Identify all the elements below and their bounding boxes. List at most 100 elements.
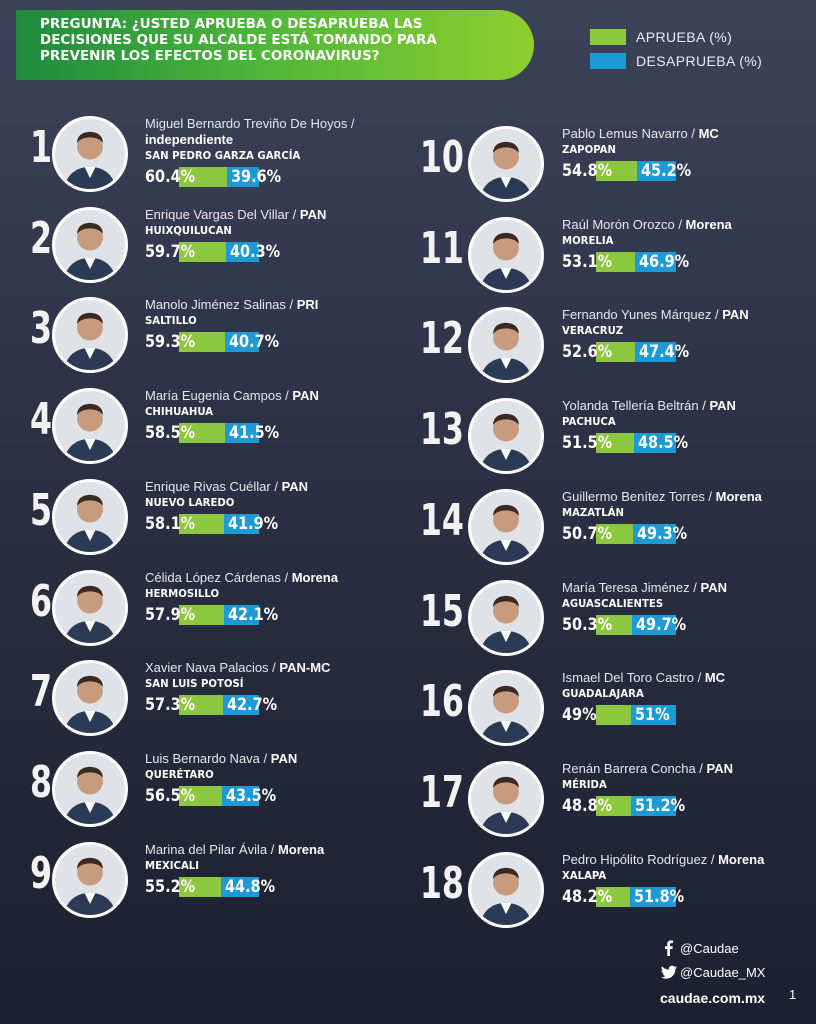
disapprove-value: 41.5% — [228, 423, 279, 444]
approval-bar: 54.8% 45.2% — [562, 161, 816, 183]
mayor-name-line: Luis Bernardo Nava / PAN — [145, 751, 405, 767]
approve-bar-segment — [596, 523, 633, 544]
rank-number: 8 — [29, 756, 53, 808]
twitter-icon — [661, 965, 677, 979]
rank-number: 1 — [29, 122, 53, 173]
party-label: Morena — [277, 841, 325, 857]
ranking-entry: 7 Xavier Nava Palacios / PAN-MC SAN LUIS P… — [18, 660, 418, 750]
mayor-name-line: Raúl Morón Orozco / Morena — [562, 217, 816, 233]
mayor-photo — [52, 388, 128, 465]
mayor-photo — [468, 488, 544, 565]
person-icon — [55, 753, 125, 824]
mayor-info: Fernando Yunes Márquez / PAN VERACRUZ 52.6… — [562, 307, 816, 364]
mayor-photo — [52, 750, 128, 827]
approve-value: 57.9% — [145, 604, 196, 625]
ranking-entry: 8 Luis Bernardo Nava / PAN QUERÉTARO 56.5% 4… — [18, 750, 418, 841]
rank-number: 14 — [419, 494, 464, 546]
disapprove-bar-segment — [223, 695, 259, 716]
mayor-photo — [468, 851, 544, 928]
mayor-photo — [468, 670, 544, 747]
party-label: independiente — [145, 132, 234, 147]
footer: @Caudae @Caudae_MX caudae.com.mx — [660, 936, 765, 1010]
disapprove-value: 51% — [634, 705, 670, 726]
facebook-icon — [665, 940, 673, 956]
party-label: Morena — [291, 569, 338, 585]
city-label: MAZATLÁN — [562, 505, 624, 519]
mayor-name: Pablo Lemus Navarro / — [562, 126, 699, 141]
mayor-name: Ismael Del Toro Castro / — [562, 670, 705, 686]
disapprove-value: 48.5% — [637, 433, 688, 454]
party-label: PAN — [709, 398, 736, 414]
city-label: GUADALAJARA — [562, 687, 644, 701]
mayor-info: Guillermo Benítez Torres / Morena MAZATLÁ… — [562, 489, 816, 546]
twitter-handle: @Caudae_MX — [680, 964, 766, 980]
party-label: PAN — [281, 478, 309, 494]
mayor-name-line: Renán Barrera Concha / PAN — [562, 761, 816, 777]
ranking-entry: 4 María Eugenia Campos / PAN CHIHUAHUA 58.5… — [18, 388, 418, 478]
party-label: PAN-MC — [279, 660, 331, 676]
question-text: PREGUNTA: ¿USTED APRUEBA O DESAPRUEBA LA… — [40, 16, 437, 64]
person-icon — [55, 572, 125, 643]
approval-bar: 49% 51% — [562, 705, 816, 727]
approve-bar-segment — [596, 251, 636, 272]
approve-value: 50.7% — [562, 523, 613, 544]
mayor-info: Renán Barrera Concha / PAN MÉRIDA 48.8% 51.… — [562, 761, 816, 818]
approve-value: 48.8% — [562, 795, 613, 816]
disapprove-bar-segment — [632, 523, 676, 544]
mayor-photo — [52, 116, 128, 192]
mayor-name: Manolo Jiménez Salinas / — [145, 297, 297, 313]
mayor-party-line: independiente — [145, 132, 405, 148]
ranking-entry: 2 Enrique Vargas Del Villar / PAN HUIXQUIL… — [18, 206, 418, 297]
approve-bar-segment — [596, 795, 631, 816]
rank-number: 11 — [419, 222, 464, 274]
mayor-photo — [468, 126, 544, 202]
approve-value: 55.2% — [145, 876, 196, 897]
disapprove-value: 51.2% — [634, 795, 685, 816]
mayor-name-line: Enrique Vargas Del Villar / PAN — [145, 207, 405, 223]
approve-value: 50.3% — [562, 614, 613, 635]
mayor-info: Raúl Morón Orozco / Morena MORELIA 53.1% 46… — [562, 217, 816, 274]
mayor-info: Marina del Pilar Ávila / Morena MEXICALI 5… — [145, 842, 405, 899]
website-link[interactable]: caudae.com.mx — [660, 990, 766, 1006]
mayor-name: María Teresa Jiménez / — [562, 579, 701, 595]
rank-number: 6 — [29, 575, 53, 627]
approve-bar-segment — [596, 614, 633, 635]
mayor-info: Manolo Jiménez Salinas / PRI SALTILLO 59.3… — [145, 297, 405, 354]
approve-value: 56.5% — [145, 785, 196, 806]
person-icon — [471, 491, 541, 562]
mayor-photo — [468, 307, 544, 384]
legend-swatch-approve — [590, 29, 626, 45]
disapprove-bar-segment — [634, 342, 676, 363]
person-icon — [55, 119, 125, 189]
mayor-name-line: Ismael Del Toro Castro / MC — [562, 670, 816, 686]
party-label: Morena — [718, 851, 765, 867]
rank-number: 17 — [419, 766, 464, 818]
disapprove-value: 39.6% — [230, 167, 281, 187]
disapprove-bar-segment — [222, 785, 259, 806]
mayor-info: Enrique Vargas Del Villar / PAN HUIXQUILU… — [145, 207, 405, 264]
party-label: Morena — [685, 216, 732, 232]
disapprove-value: 40.7% — [229, 332, 280, 353]
person-icon — [471, 763, 541, 834]
city-label: SALTILLO — [145, 314, 197, 328]
mayor-info: Xavier Nava Palacios / PAN-MC SAN LUIS PO… — [145, 660, 405, 717]
mayor-photo — [468, 760, 544, 837]
mayor-name-line: Yolanda Tellería Beltrán / PAN — [562, 398, 816, 414]
mayor-name: Yolanda Tellería Beltrán / — [562, 398, 710, 414]
mayor-info: Ismael Del Toro Castro / MC GUADALAJARA 49… — [562, 670, 816, 727]
facebook-handle: @Caudae — [680, 940, 739, 956]
mayor-info: Enrique Rivas Cuéllar / PAN NUEVO LAREDO 5… — [145, 479, 405, 536]
approve-value: 58.5% — [145, 423, 196, 444]
disapprove-value: 46.9% — [639, 251, 690, 272]
footer-twitter[interactable]: @Caudae_MX — [660, 960, 765, 984]
mayor-name-line: Pedro Hipólito Rodríguez / Morena — [562, 852, 816, 868]
disapprove-bar-segment — [630, 795, 676, 816]
approve-bar-segment — [596, 161, 638, 181]
ranking-entry: 5 Enrique Rivas Cuéllar / PAN NUEVO LAREDO… — [18, 478, 418, 569]
mayor-name-line: María Teresa Jiménez / PAN — [562, 580, 816, 596]
mayor-name: Enrique Vargas Del Villar / — [145, 206, 300, 222]
approve-value: 58.1% — [145, 513, 196, 534]
person-icon — [471, 582, 541, 653]
person-icon — [55, 481, 125, 552]
footer-facebook[interactable]: @Caudae — [660, 936, 765, 960]
